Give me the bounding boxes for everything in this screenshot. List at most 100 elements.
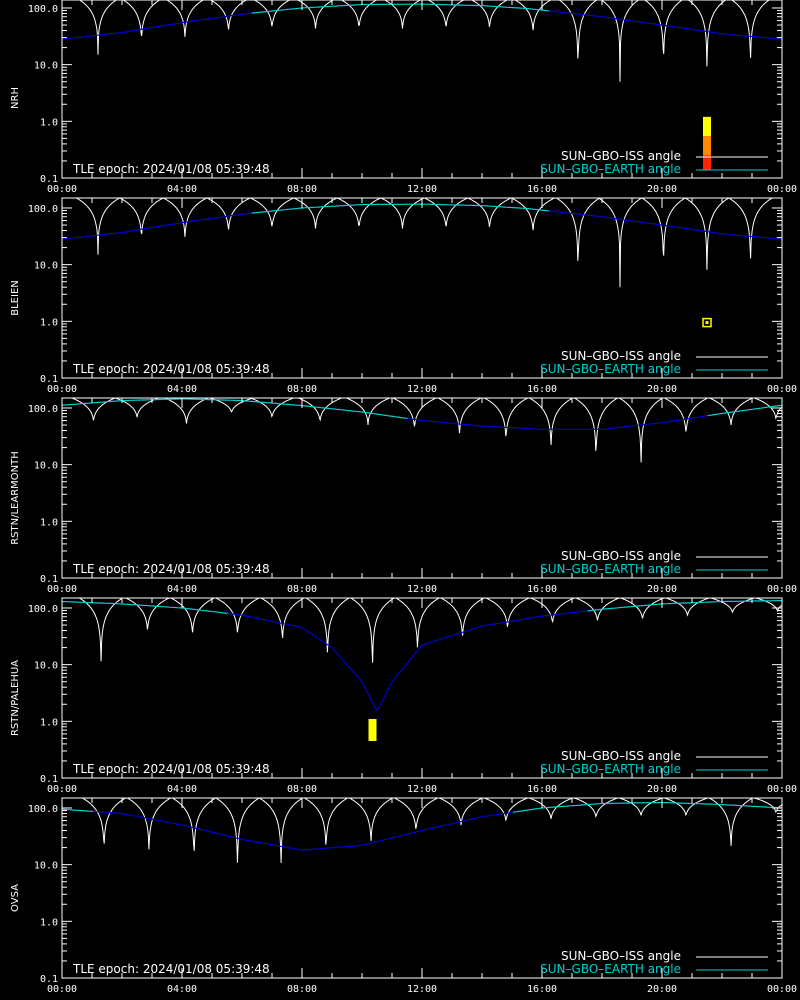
y-tick-label: 1.0 xyxy=(40,717,58,728)
x-tick-label: 08:00 xyxy=(287,384,317,395)
earth-angle-line-segment-3 xyxy=(707,404,783,417)
x-tick-label: 04:00 xyxy=(167,384,197,395)
x-tick-label: 20:00 xyxy=(647,584,677,595)
x-tick-label: 16:00 xyxy=(527,984,557,995)
station-label: NRH xyxy=(10,87,21,109)
x-tick-label: 16:00 xyxy=(527,184,557,195)
legend-iss-label: SUN–GBO–ISS angle xyxy=(561,149,681,163)
chart-panel-3: 0.1 1.0 10.0 100.0 00:00 04:00 08:00 12:00 16:00… xyxy=(10,397,797,595)
station-label: RSTN/LEARMONTH xyxy=(10,451,21,545)
x-tick-label: 00:00 xyxy=(767,384,797,395)
marker-1 xyxy=(702,317,712,328)
x-tick-label: 04:00 xyxy=(167,584,197,595)
tle-epoch-label: TLE epoch: 2024/01/08 05:39:48 xyxy=(72,762,270,776)
earth-angle-line-segment-2 xyxy=(407,415,708,430)
x-tick-label: 20:00 xyxy=(647,784,677,795)
y-tick-label: 10.0 xyxy=(34,661,58,672)
legend-iss-label: SUN–GBO–ISS angle xyxy=(561,549,681,563)
y-tick-label: 0.1 xyxy=(40,974,58,985)
legend-iss-label: SUN–GBO–ISS angle xyxy=(561,749,681,763)
x-tick-label: 04:00 xyxy=(167,184,197,195)
flag-bar-1-2 xyxy=(703,136,711,156)
legend-earth-label: SUN–GBO–EARTH angle xyxy=(540,962,681,976)
y-tick-label: 100.0 xyxy=(28,604,58,615)
x-tick-label: 04:00 xyxy=(167,984,197,995)
x-tick-label: 00:00 xyxy=(47,184,77,195)
earth-angle-line-segment-3 xyxy=(513,801,783,813)
earth-angle-line-segment-2 xyxy=(251,203,550,214)
x-tick-label: 08:00 xyxy=(287,984,317,995)
station-label: OVSA xyxy=(10,884,21,912)
y-tick-label: 100.0 xyxy=(28,4,58,15)
y-tick-label: 10.0 xyxy=(34,461,58,472)
earth-angle-line-segment-1 xyxy=(61,808,94,812)
legend-iss-label: SUN–GBO–ISS angle xyxy=(561,349,681,363)
tle-epoch-label: TLE epoch: 2024/01/08 05:39:48 xyxy=(72,362,270,376)
y-tick-label: 1.0 xyxy=(40,517,58,528)
x-tick-label: 12:00 xyxy=(407,784,437,795)
x-tick-label: 00:00 xyxy=(47,784,77,795)
earth-angle-line-segment-2 xyxy=(93,810,514,851)
legend-earth-label: SUN–GBO–EARTH angle xyxy=(540,562,681,576)
earth-angle-line-segment-2 xyxy=(251,3,550,14)
y-tick-label: 0.1 xyxy=(40,774,58,785)
y-tick-label: 0.1 xyxy=(40,574,58,585)
iss-angle-line xyxy=(62,197,782,288)
legend-iss-label: SUN–GBO–ISS angle xyxy=(561,949,681,963)
y-tick-label: 10.0 xyxy=(34,861,58,872)
legend-earth-label: SUN–GBO–EARTH angle xyxy=(540,362,681,376)
x-tick-label: 08:00 xyxy=(287,784,317,795)
y-tick-label: 100.0 xyxy=(28,804,58,815)
tle-epoch-label: TLE epoch: 2024/01/08 05:39:48 xyxy=(72,962,270,976)
earth-angle-line-segment-3 xyxy=(549,10,783,40)
x-tick-label: 16:00 xyxy=(527,384,557,395)
x-tick-label: 12:00 xyxy=(407,384,437,395)
y-tick-label: 10.0 xyxy=(34,261,58,272)
x-tick-label: 16:00 xyxy=(527,784,557,795)
earth-angle-line-segment-1 xyxy=(61,398,408,420)
flag-bar-1-1 xyxy=(368,718,377,741)
x-tick-label: 12:00 xyxy=(407,184,437,195)
x-tick-label: 00:00 xyxy=(767,784,797,795)
chart-panel-1: 0.1 1.0 10.0 100.0 00:00 04:00 08:00 12:00 16:00… xyxy=(10,0,797,195)
earth-angle-line-segment-1 xyxy=(61,12,252,40)
earth-angle-line-segment-2 xyxy=(227,610,588,712)
station-label: BLEIEN xyxy=(10,280,21,316)
x-tick-label: 00:00 xyxy=(767,584,797,595)
legend-earth-label: SUN–GBO–EARTH angle xyxy=(540,762,681,776)
y-tick-label: 100.0 xyxy=(28,404,58,415)
x-tick-label: 00:00 xyxy=(47,384,77,395)
x-tick-label: 04:00 xyxy=(167,784,197,795)
tle-epoch-label: TLE epoch: 2024/01/08 05:39:48 xyxy=(72,562,270,576)
x-tick-label: 20:00 xyxy=(647,984,677,995)
earth-angle-line-segment-1 xyxy=(61,600,228,614)
chart-panel-2: 0.1 1.0 10.0 100.0 00:00 04:00 08:00 12:00 16:00… xyxy=(10,197,797,395)
x-tick-label: 08:00 xyxy=(287,584,317,595)
iss-angle-line xyxy=(78,0,771,82)
tle-epoch-label: TLE epoch: 2024/01/08 05:39:48 xyxy=(72,162,270,176)
y-tick-label: 0.1 xyxy=(40,374,58,385)
earth-angle-line-segment-1 xyxy=(61,212,252,240)
x-tick-label: 00:00 xyxy=(767,984,797,995)
earth-angle-line-segment-3 xyxy=(587,599,782,612)
x-tick-label: 12:00 xyxy=(407,984,437,995)
earth-angle-line-segment-3 xyxy=(549,210,783,240)
station-label: RSTN/PALEHUA xyxy=(10,660,21,736)
y-tick-label: 1.0 xyxy=(40,117,58,128)
x-tick-label: 08:00 xyxy=(287,184,317,195)
flag-bar-1-3 xyxy=(703,155,711,170)
x-tick-label: 16:00 xyxy=(527,584,557,595)
x-tick-label: 00:00 xyxy=(767,184,797,195)
x-tick-label: 20:00 xyxy=(647,184,677,195)
chart-panel-5: 0.1 1.0 10.0 100.0 00:00 04:00 08:00 12:00 16:00… xyxy=(10,797,797,995)
x-tick-label: 12:00 xyxy=(407,584,437,595)
x-tick-label: 00:00 xyxy=(47,584,77,595)
legend-earth-label: SUN–GBO–EARTH angle xyxy=(540,162,681,176)
y-tick-label: 100.0 xyxy=(28,204,58,215)
y-tick-label: 10.0 xyxy=(34,61,58,72)
y-tick-label: 1.0 xyxy=(40,917,58,928)
marker-dot-1 xyxy=(705,321,709,325)
x-tick-label: 20:00 xyxy=(647,384,677,395)
flag-bar-1-1 xyxy=(703,116,711,137)
